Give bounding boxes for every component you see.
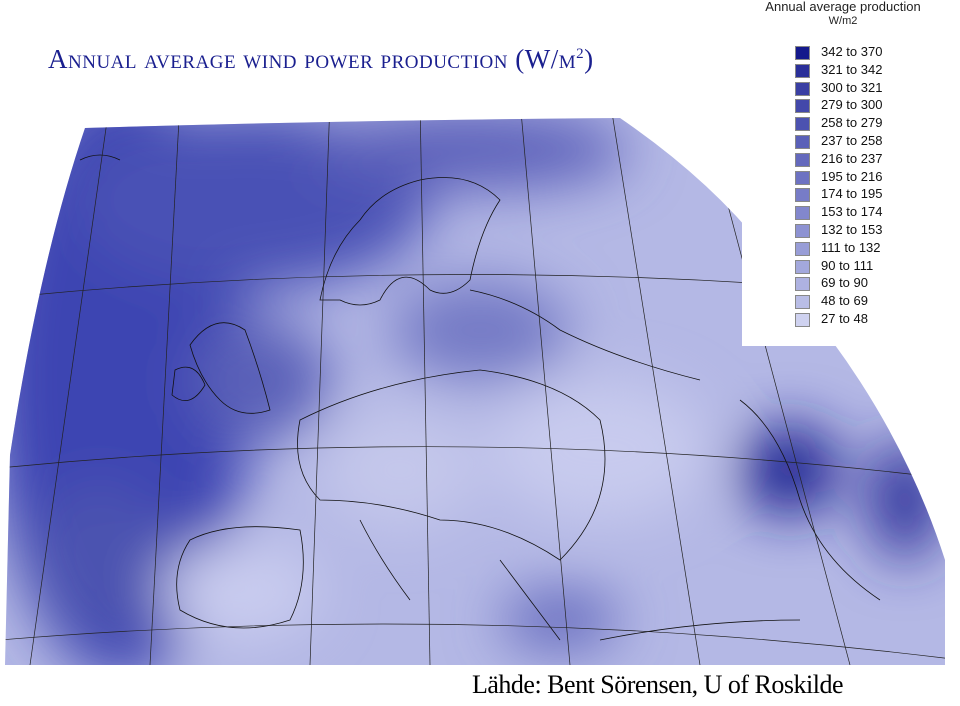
legend-swatch — [795, 277, 810, 292]
legend-swatch — [795, 170, 810, 185]
legend-swatch — [795, 152, 810, 167]
legend-swatch — [795, 188, 810, 203]
legend-unit: W/m2 — [828, 15, 858, 27]
legend-label: 90 to 111 — [821, 257, 874, 273]
legend-label: 153 to 174 — [821, 204, 883, 220]
legend-swatch — [795, 206, 810, 221]
legend-swatch — [795, 46, 810, 60]
legend-swatch — [795, 135, 810, 149]
legend-label: 216 to 237 — [821, 150, 883, 166]
legend-label: 300 to 321 — [821, 79, 883, 95]
legend-label: 279 to 300 — [821, 97, 883, 113]
legend-label: 342 to 370 — [821, 44, 883, 59]
legend-swatch — [795, 99, 810, 114]
legend-swatch — [795, 81, 810, 96]
legend-title: Annual average production — [765, 0, 921, 14]
legend-label: 48 to 69 — [821, 293, 868, 309]
legend-swatch — [795, 295, 810, 310]
legend-label: 132 to 153 — [821, 222, 883, 237]
title-superscript: 2 — [576, 46, 585, 62]
legend-label: 174 to 195 — [821, 186, 883, 202]
legend-swatch — [795, 241, 810, 256]
legend-label: 27 to 48 — [821, 311, 868, 326]
legend-label: 237 to 258 — [821, 133, 883, 148]
legend-label: 111 to 132 — [821, 239, 881, 255]
legend: Annual average production W/m2 342 to 37… — [742, 0, 960, 346]
legend-swatch — [795, 63, 810, 78]
title: Annual average wind power production (W/… — [48, 44, 594, 75]
title-close: ) — [584, 44, 594, 74]
title-text: Annual average wind power production (W/… — [48, 44, 577, 74]
coastlines — [79, 154, 881, 641]
legend-swatch — [795, 224, 810, 238]
legend-swatch — [795, 259, 810, 274]
legend-label: 258 to 279 — [821, 115, 883, 131]
legend-label: 195 to 216 — [821, 168, 883, 184]
legend-swatch — [795, 117, 810, 132]
legend-label: 321 to 342 — [821, 61, 883, 77]
legend-label: 69 to 90 — [821, 275, 868, 291]
source: Lähde: Bent Sörensen, U of Roskilde — [472, 670, 844, 699]
legend-swatch — [795, 313, 810, 327]
